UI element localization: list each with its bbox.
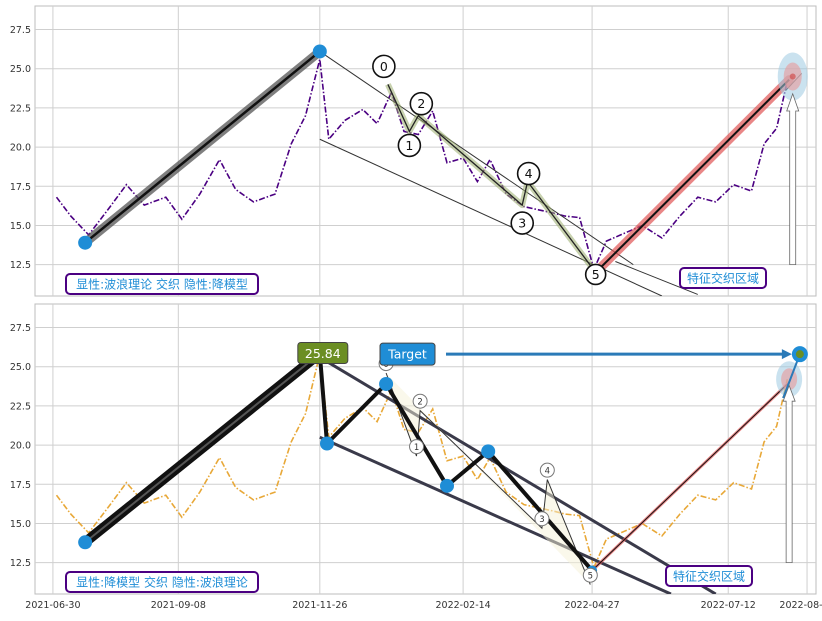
target-arrow-head: [781, 349, 792, 360]
y-tick-label: 20.0: [10, 441, 31, 452]
uptrend-line: [84, 352, 321, 544]
target-box: [379, 342, 436, 366]
price-series-line: [55, 59, 789, 272]
wave-label-circle: [409, 439, 425, 455]
wave-label-circle: [510, 211, 535, 235]
wave-label-circle: [409, 91, 434, 116]
x-tick-label: 2021-11-26: [292, 600, 347, 611]
pattern-badge-text: 显性:波浪理论 交织 隐性:降模型: [76, 277, 248, 292]
pattern-badge: [65, 571, 259, 593]
wave-label-text: 3: [518, 216, 526, 231]
plot-content: 0 1 2 3 4 5: [55, 44, 808, 296]
y-tick-label: 17.5: [10, 480, 31, 491]
x-tick-label: 2021-09-08: [151, 600, 206, 611]
wave-label-circle: [397, 133, 422, 158]
price-series-line: [55, 354, 789, 570]
wave-path: [387, 84, 597, 273]
start-point-marker: [78, 235, 93, 250]
y-tick-label: 20.0: [10, 143, 31, 154]
wave-label-text: 0: [380, 59, 388, 74]
wave-label-text: 4: [545, 466, 550, 476]
y-tick-label: 25.0: [10, 362, 31, 373]
rise-line: [591, 382, 790, 571]
zone-badge: [679, 267, 767, 289]
y-tick-label: 22.5: [10, 103, 31, 114]
wave-label-text: 3: [539, 515, 544, 525]
target-point-core: [795, 350, 804, 359]
wave-label-text: 4: [525, 166, 533, 181]
channel-lower-line: [319, 435, 672, 594]
wave-label-circle: [412, 393, 428, 409]
pattern-badge: [65, 273, 259, 295]
wave-label-text: 2: [417, 96, 425, 111]
y-tick-label: 12.5: [10, 558, 31, 569]
rise-line: [594, 78, 790, 274]
wave-label-circle: [584, 263, 607, 286]
x-tick-label: 2022-07-12: [701, 600, 756, 611]
y-tick-label: 17.5: [10, 182, 31, 193]
x-tick-label: 2022-02-14: [436, 600, 491, 611]
wave-label-text: 2: [417, 397, 422, 407]
peak-point-marker: [312, 44, 327, 59]
zone-badge-text: 特征交织区域: [687, 271, 759, 286]
y-tick-label: 22.5: [10, 401, 31, 412]
wave-label-circle: [516, 161, 541, 186]
pattern-point-marker: [319, 436, 334, 451]
wave-label-circle: [539, 462, 555, 478]
x-tick-label: 2022-08-25: [779, 600, 822, 611]
target-label: Target: [387, 347, 427, 362]
channel-upper-line: [319, 51, 634, 266]
y-tick-label: 15.0: [10, 519, 31, 530]
up-arrow-marker: [786, 92, 800, 266]
y-tick-label: 27.5: [10, 25, 31, 36]
zone-badge-text: 特征交织区域: [673, 569, 745, 584]
top-panel: 12.5 15.0 17.5 20.0 22.5 25.0 27.5 0 1 2 3 4 5 显性:波浪理…: [10, 5, 817, 297]
wave-label-text: 1: [414, 443, 419, 453]
y-tick-label: 25.0: [10, 64, 31, 75]
y-tick-label: 27.5: [10, 323, 31, 334]
peak-value-box: [297, 342, 349, 365]
pattern-zigzag: [317, 353, 594, 572]
wave-label-text: 1: [405, 138, 413, 153]
pattern-point-marker: [78, 535, 93, 550]
x-tick-label: 2021-06-30: [25, 600, 80, 611]
plot-area: [34, 5, 817, 297]
pattern-badge-text: 显性:降模型 交织 隐性:波浪理论: [76, 575, 248, 590]
up-arrow-marker: [782, 384, 796, 564]
wave-label-circle: [582, 567, 598, 583]
pattern-point-marker: [481, 444, 496, 459]
bottom-panel: 12.5 15.0 17.5 20.0 22.5 25.0 27.5 2021-06-30 20…: [10, 303, 822, 611]
wave-label-circle: [372, 54, 396, 79]
zone-badge: [665, 565, 753, 587]
wave-label-text: 5: [588, 571, 593, 581]
target-glow-core: [789, 73, 796, 80]
x-tick-label: 2022-04-27: [564, 600, 619, 611]
pattern-point-marker: [439, 478, 454, 493]
pattern-point-marker: [379, 376, 394, 391]
wave-label-circle: [534, 511, 550, 527]
wave-label-text: 5: [592, 267, 600, 282]
uptrend-line: [84, 50, 321, 244]
channel-upper-line: [319, 356, 717, 594]
peak-value-label: 25.84: [305, 346, 341, 361]
y-tick-label: 12.5: [10, 260, 31, 271]
y-tick-label: 15.0: [10, 221, 31, 232]
